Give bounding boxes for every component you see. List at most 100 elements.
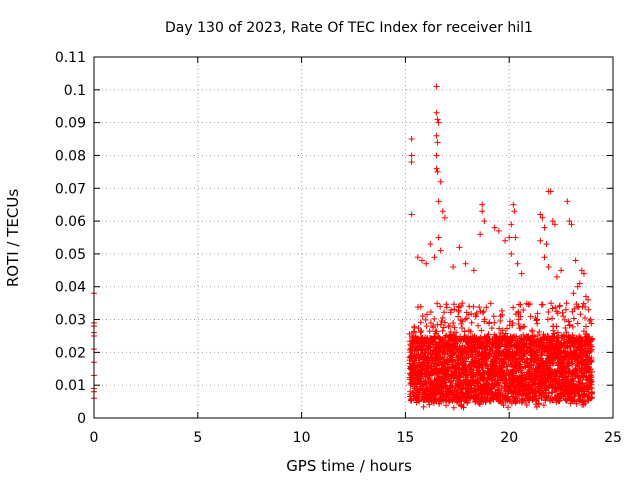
data-point <box>513 333 520 340</box>
data-point <box>512 234 519 241</box>
data-point <box>533 404 540 411</box>
data-point <box>427 320 434 327</box>
data-point <box>574 320 581 327</box>
data-point <box>500 402 507 409</box>
y-tick-label: 0 <box>77 411 86 427</box>
data-point <box>417 329 424 336</box>
data-point <box>499 327 506 334</box>
data-point <box>563 300 570 307</box>
data-point <box>441 309 448 316</box>
y-tick-label: 0.08 <box>55 148 86 164</box>
data-point <box>480 370 487 377</box>
data-point <box>483 361 490 368</box>
data-point <box>423 323 430 330</box>
data-point <box>437 178 444 185</box>
data-point <box>422 316 429 323</box>
data-point <box>517 364 524 371</box>
data-point <box>426 328 433 335</box>
data-point <box>470 303 477 310</box>
data-point <box>510 304 517 311</box>
data-point <box>577 311 584 318</box>
data-point <box>423 260 430 267</box>
data-point <box>443 304 450 311</box>
x-tick-label: 10 <box>293 430 311 446</box>
data-point <box>491 319 498 326</box>
x-tick-label: 20 <box>500 430 518 446</box>
data-point <box>434 139 441 146</box>
data-point <box>495 382 502 389</box>
data-point <box>416 397 423 404</box>
y-tick-label: 0.06 <box>55 214 86 230</box>
data-point <box>549 305 556 312</box>
data-point <box>487 300 494 307</box>
data-point <box>462 260 469 267</box>
data-point <box>450 404 457 411</box>
data-point <box>512 394 519 401</box>
data-point <box>549 360 556 367</box>
data-point <box>460 404 467 411</box>
data-point <box>414 254 421 261</box>
data-point <box>533 317 540 324</box>
data-point <box>526 301 533 308</box>
data-point <box>476 304 483 311</box>
data-point <box>431 315 438 322</box>
data-point <box>430 323 437 330</box>
data-point <box>544 332 551 339</box>
data-point <box>588 336 595 343</box>
x-tick-label: 0 <box>90 430 99 446</box>
data-point <box>518 270 525 277</box>
data-point <box>534 320 541 327</box>
data-point <box>558 267 565 274</box>
data-point <box>577 354 584 361</box>
x-tick-label: 5 <box>193 430 202 446</box>
data-point <box>458 320 465 327</box>
y-tick-label: 0.03 <box>55 313 86 329</box>
data-point <box>456 244 463 251</box>
data-point <box>570 290 577 297</box>
data-point <box>451 306 458 313</box>
data-point <box>503 325 510 332</box>
data-point <box>417 303 424 310</box>
data-point <box>408 136 415 143</box>
data-point <box>536 328 543 335</box>
data-point <box>561 316 568 323</box>
data-point <box>508 221 515 228</box>
data-point <box>473 310 480 317</box>
data-point <box>566 321 573 328</box>
data-point <box>583 323 590 330</box>
data-point <box>568 221 575 228</box>
data-point <box>534 310 541 317</box>
data-point <box>550 360 557 367</box>
data-point <box>588 320 595 327</box>
y-tick-label: 0.11 <box>55 50 86 66</box>
data-point <box>433 109 440 116</box>
data-point <box>440 324 447 331</box>
grid-lines <box>94 57 613 418</box>
data-point <box>530 361 537 368</box>
data-point <box>582 315 589 322</box>
data-point <box>475 322 482 329</box>
axis-ticks: 0 0.01 0.02 0.03 0.04 0.05 0.06 0.07 0.08 0.09 0.1… <box>55 50 622 446</box>
data-point <box>447 377 454 384</box>
data-point <box>566 218 573 225</box>
data-point <box>455 313 462 320</box>
x-tick-label: 25 <box>604 430 622 446</box>
data-point <box>435 198 442 205</box>
data-point <box>565 373 572 380</box>
chart-title: Day 130 of 2023, Rate Of TEC Index for r… <box>165 20 533 36</box>
data-point <box>527 313 534 320</box>
data-point <box>545 264 552 271</box>
data-point <box>435 234 442 241</box>
y-tick-label: 0.02 <box>55 345 86 361</box>
data-point <box>434 168 441 175</box>
data-point <box>559 309 566 316</box>
data-point <box>415 325 422 332</box>
data-point <box>443 402 450 409</box>
data-point <box>535 395 542 402</box>
data-point <box>458 303 465 310</box>
data-point <box>588 357 595 364</box>
data-point <box>565 318 572 325</box>
data-point <box>495 227 502 234</box>
data-point <box>437 303 444 310</box>
